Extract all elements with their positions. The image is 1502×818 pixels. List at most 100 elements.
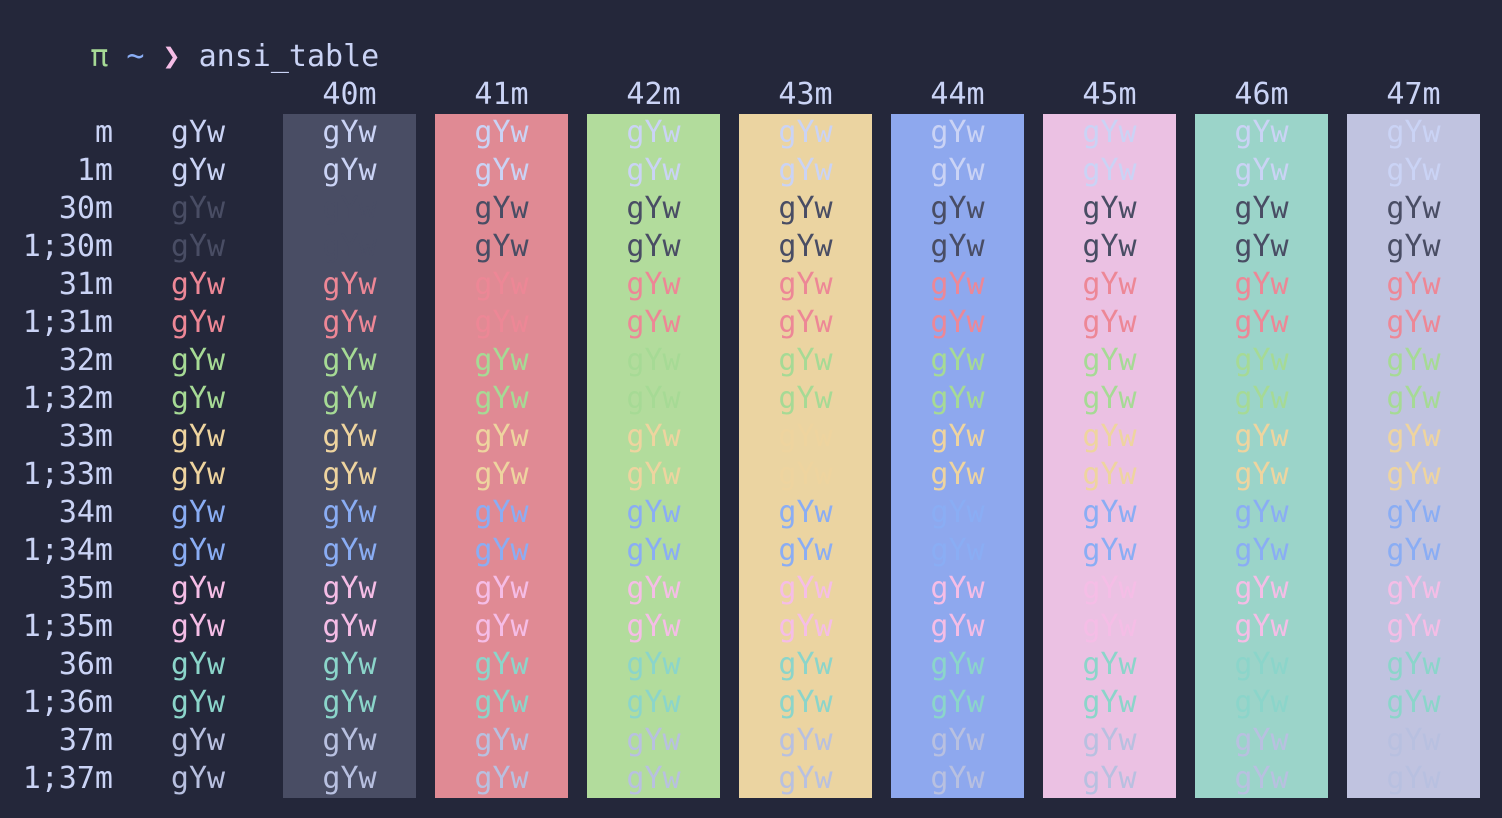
sample-cell-47m: gYw: [1386, 533, 1441, 568]
sample-cell-45m: gYw: [1082, 305, 1137, 340]
sample-cell-40m: gYw: [322, 609, 377, 644]
sample-cell-47m: gYw: [1386, 685, 1441, 720]
sample-cell-41m: gYw: [474, 191, 529, 226]
sample-cell-45m: gYw: [1082, 647, 1137, 682]
sample-cell: gYw: [170, 533, 226, 568]
sample-cell-46m: gYw: [1234, 191, 1289, 226]
sample-cell-47m: gYw: [1386, 457, 1441, 492]
sample-cell-47m: gYw: [1386, 381, 1441, 416]
prompt-directory: ~: [126, 39, 145, 74]
sample-cell-47m: gYw: [1386, 647, 1441, 682]
sample-cell-44m: gYw: [930, 723, 985, 758]
sample-cell-42m: gYw: [626, 457, 681, 492]
sample-cell: gYw: [170, 305, 226, 340]
sample-cell-47m: gYw: [1386, 191, 1441, 226]
row-label: 1;32m: [22, 381, 113, 416]
sample-cell-46m: gYw: [1234, 457, 1289, 492]
sample-cell-43m: gYw: [778, 419, 833, 454]
sample-cell-41m: gYw: [474, 495, 529, 530]
sample-cell: gYw: [170, 153, 226, 188]
sample-cell-40m: gYw: [322, 267, 377, 302]
sample-cell-41m: gYw: [474, 685, 529, 720]
sample-cell-42m: gYw: [626, 761, 681, 796]
row-label: 1m: [76, 153, 113, 188]
row-label: 1;36m: [22, 685, 113, 720]
sample-cell-43m: gYw: [778, 115, 833, 150]
sample-cell-41m: gYw: [474, 647, 529, 682]
sample-cell-44m: gYw: [930, 571, 985, 606]
sample-cell-41m: gYw: [474, 609, 529, 644]
row-label: m: [94, 115, 113, 150]
sample-cell-43m: gYw: [778, 457, 833, 492]
sample-cell-46m: gYw: [1234, 571, 1289, 606]
row-label: 34m: [58, 495, 113, 530]
shell-prompt: π ~ ❯ ansi_table: [18, 0, 379, 74]
sample-cell-45m: gYw: [1082, 153, 1137, 188]
sample-cell-42m: gYw: [626, 495, 681, 530]
sample-cell-41m: gYw: [474, 533, 529, 568]
sample-cell-43m: gYw: [778, 685, 833, 720]
row-label: 36m: [58, 647, 113, 682]
sample-cell-46m: gYw: [1234, 115, 1289, 150]
sample-cell-40m: gYw: [322, 457, 377, 492]
sample-cell-45m: gYw: [1082, 229, 1137, 264]
sample-cell-46m: gYw: [1234, 419, 1289, 454]
sample-cell-47m: gYw: [1386, 761, 1441, 796]
sample-cell-42m: gYw: [626, 229, 681, 264]
sample-cell-45m: gYw: [1082, 191, 1137, 226]
sample-cell-44m: gYw: [930, 761, 985, 796]
row-label: 1;30m: [22, 229, 113, 264]
sample-cell-40m: gYw: [322, 153, 377, 188]
sample-cell: gYw: [170, 571, 226, 606]
sample-cell-44m: gYw: [930, 533, 985, 568]
sample-cell-44m: gYw: [930, 609, 985, 644]
sample-cell-46m: gYw: [1234, 381, 1289, 416]
sample-cell-42m: gYw: [626, 571, 681, 606]
sample-cell-46m: gYw: [1234, 723, 1289, 758]
sample-cell: gYw: [170, 343, 226, 378]
bg-column-41m: [435, 114, 568, 798]
sample-cell-45m: gYw: [1082, 457, 1137, 492]
sample-cell-47m: gYw: [1386, 571, 1441, 606]
column-header-47m: 47m: [1386, 77, 1441, 112]
sample-cell-43m: gYw: [778, 305, 833, 340]
sample-cell-43m: gYw: [778, 381, 833, 416]
sample-cell-44m: gYw: [930, 343, 985, 378]
sample-cell-40m: gYw: [322, 761, 377, 796]
sample-cell-46m: gYw: [1234, 343, 1289, 378]
sample-cell-45m: gYw: [1082, 685, 1137, 720]
column-header-41m: 41m: [474, 77, 529, 112]
sample-cell-40m: gYw: [322, 571, 377, 606]
sample-cell-41m: gYw: [474, 305, 529, 340]
sample-cell-44m: gYw: [930, 267, 985, 302]
sample-cell: gYw: [170, 419, 226, 454]
sample-cell-44m: gYw: [930, 457, 985, 492]
sample-cell-43m: gYw: [778, 571, 833, 606]
sample-cell-45m: gYw: [1082, 609, 1137, 644]
column-header-43m: 43m: [778, 77, 833, 112]
sample-cell-40m: gYw: [322, 191, 377, 226]
sample-cell-45m: gYw: [1082, 267, 1137, 302]
sample-cell-44m: gYw: [930, 115, 985, 150]
sample-cell-43m: gYw: [778, 191, 833, 226]
bg-column-42m: [587, 114, 720, 798]
row-label: 37m: [58, 723, 113, 758]
sample-cell-41m: gYw: [474, 381, 529, 416]
sample-cell-40m: gYw: [322, 685, 377, 720]
row-label: 1;37m: [22, 761, 113, 796]
row-label: 1;34m: [22, 533, 113, 568]
sample-cell-42m: gYw: [626, 305, 681, 340]
sample-cell-47m: gYw: [1386, 495, 1441, 530]
sample-cell-40m: gYw: [322, 229, 377, 264]
sample-cell-45m: gYw: [1082, 761, 1137, 796]
sample-cell-42m: gYw: [626, 115, 681, 150]
sample-cell: gYw: [170, 381, 226, 416]
column-header-45m: 45m: [1082, 77, 1137, 112]
sample-cell-40m: gYw: [322, 647, 377, 682]
sample-cell-44m: gYw: [930, 191, 985, 226]
bg-column-45m: [1043, 114, 1176, 798]
sample-cell-43m: gYw: [778, 533, 833, 568]
sample-cell-42m: gYw: [626, 191, 681, 226]
bg-column-47m: [1347, 114, 1480, 798]
